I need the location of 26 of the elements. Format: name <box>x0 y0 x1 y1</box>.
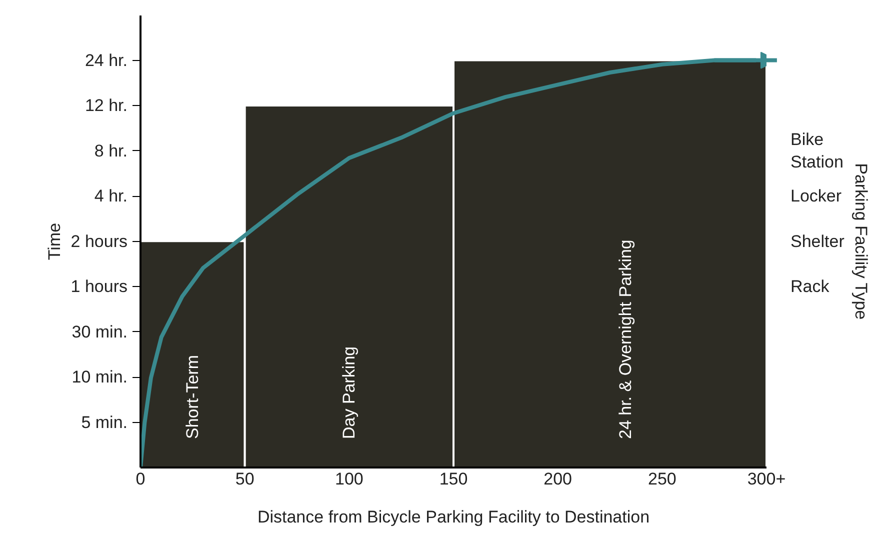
category-label: Bike Station <box>790 130 844 172</box>
y2-axis-title: Parking Facility Type <box>851 163 870 320</box>
category-label: 10 min. <box>72 368 128 387</box>
x-tick-label: 200 <box>544 470 572 488</box>
x-tick-label: 100 <box>334 470 364 488</box>
category-label: Shelter <box>790 232 844 251</box>
category-label: 2 hours <box>70 232 128 251</box>
annotation: Day Parking <box>340 346 359 439</box>
x-tick-label: 150 <box>439 470 468 488</box>
category-label: 5 min. <box>81 412 128 432</box>
category-label: 4 hr. <box>94 186 128 206</box>
x-axis-title: Distance from Bicycle Parking Facility to Destination <box>257 508 650 526</box>
category-label: Rack <box>790 277 830 296</box>
category-label: 12 hr. <box>84 96 128 116</box>
category-label: 8 hr. <box>94 141 128 160</box>
annotation: 24 hr. & Overnight Parking <box>616 240 636 439</box>
x-tick-label: 50 <box>235 470 254 488</box>
y-axis-title: Time <box>44 222 64 260</box>
category-label: Locker <box>790 186 842 206</box>
x-tick-label: 300+ <box>747 470 786 488</box>
x-tick-label: 0 <box>136 470 146 488</box>
x-tick-label: 250 <box>648 470 676 488</box>
category-label: 30 min. <box>72 322 128 342</box>
category-label: 1 hours <box>70 277 128 296</box>
annotation: Short-Term <box>183 354 202 439</box>
category-label: 24 hr. <box>84 50 128 70</box>
